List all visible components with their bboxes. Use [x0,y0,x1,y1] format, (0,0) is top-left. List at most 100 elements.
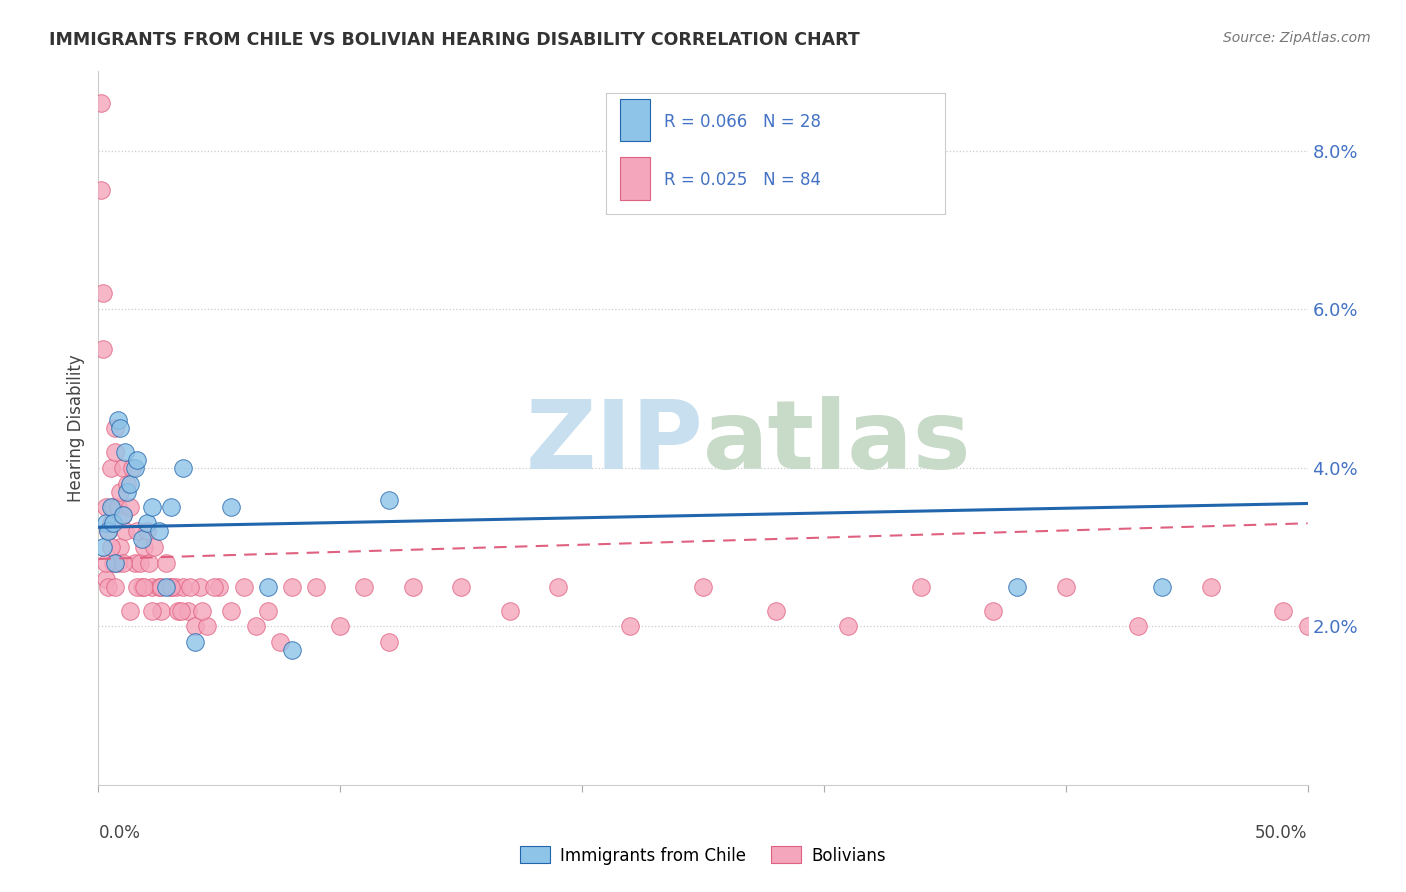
Point [148,524,170,539]
Point [118,500,141,515]
Point [111,508,134,523]
Point [141,603,163,617]
Point [1199,580,1222,594]
Point [108,484,131,499]
Point [1007,580,1029,594]
Point [107,413,129,427]
Point [118,476,141,491]
Point [114,524,136,539]
Point [97,524,120,539]
Point [167,603,190,617]
Point [232,580,254,594]
Point [121,460,143,475]
Point [143,540,166,554]
Text: 50.0%: 50.0% [1256,824,1308,842]
Point [1272,603,1295,617]
Point [101,516,124,531]
Text: atlas: atlas [703,396,972,489]
Point [117,484,139,499]
Point [134,540,156,554]
Point [94,556,117,570]
Point [1296,619,1319,633]
Point [131,532,153,546]
Point [104,445,127,459]
Point [108,540,131,554]
Text: 0.0%: 0.0% [98,824,141,842]
Point [155,556,177,570]
Point [150,580,173,594]
Point [172,580,194,594]
Point [90,183,112,197]
Point [148,580,170,594]
Point [91,342,114,356]
Point [108,421,131,435]
Point [124,556,146,570]
Point [91,286,114,301]
Point [981,603,1004,617]
Point [101,556,124,570]
Point [160,580,183,594]
Point [221,500,243,515]
Point [195,619,218,633]
Point [1128,619,1150,633]
Point [169,603,191,617]
Point [184,635,207,649]
Point [97,580,120,594]
Point [281,580,304,594]
Y-axis label: Hearing Disability: Hearing Disability [67,354,86,502]
Point [91,540,114,554]
Point [377,492,399,507]
Point [910,580,932,594]
Point [107,556,129,570]
Point [114,445,136,459]
Point [1152,580,1174,594]
Point [256,580,278,594]
Point [150,603,173,617]
Point [498,603,520,617]
Point [127,580,149,594]
Point [155,580,177,594]
Point [547,580,569,594]
Point [128,556,150,570]
Point [127,524,149,539]
Point [100,540,122,554]
Point [100,516,122,531]
Point [281,643,304,657]
Point [179,580,201,594]
Point [188,580,211,594]
Point [111,508,134,523]
Point [111,460,134,475]
Point [104,556,127,570]
Point [160,580,183,594]
Text: Source: ZipAtlas.com: Source: ZipAtlas.com [1223,31,1371,45]
Point [94,572,117,586]
Point [450,580,472,594]
Point [104,580,127,594]
Point [256,603,278,617]
Point [837,619,859,633]
Point [184,619,207,633]
Point [100,500,122,515]
Point [191,603,214,617]
Point [138,556,160,570]
Point [135,524,157,539]
Point [118,603,141,617]
Point [107,500,129,515]
Point [117,476,139,491]
Point [765,603,787,617]
Point [329,619,352,633]
Point [111,556,134,570]
Point [134,580,156,594]
Point [1054,580,1077,594]
Point [204,580,226,594]
Point [353,580,375,594]
Point [104,421,127,435]
Point [177,603,200,617]
Legend: Immigrants from Chile, Bolivians: Immigrants from Chile, Bolivians [513,839,893,871]
Point [127,453,149,467]
Point [97,524,120,539]
Text: ZIP: ZIP [524,396,703,489]
Point [221,603,243,617]
Point [172,460,194,475]
Point [692,580,714,594]
